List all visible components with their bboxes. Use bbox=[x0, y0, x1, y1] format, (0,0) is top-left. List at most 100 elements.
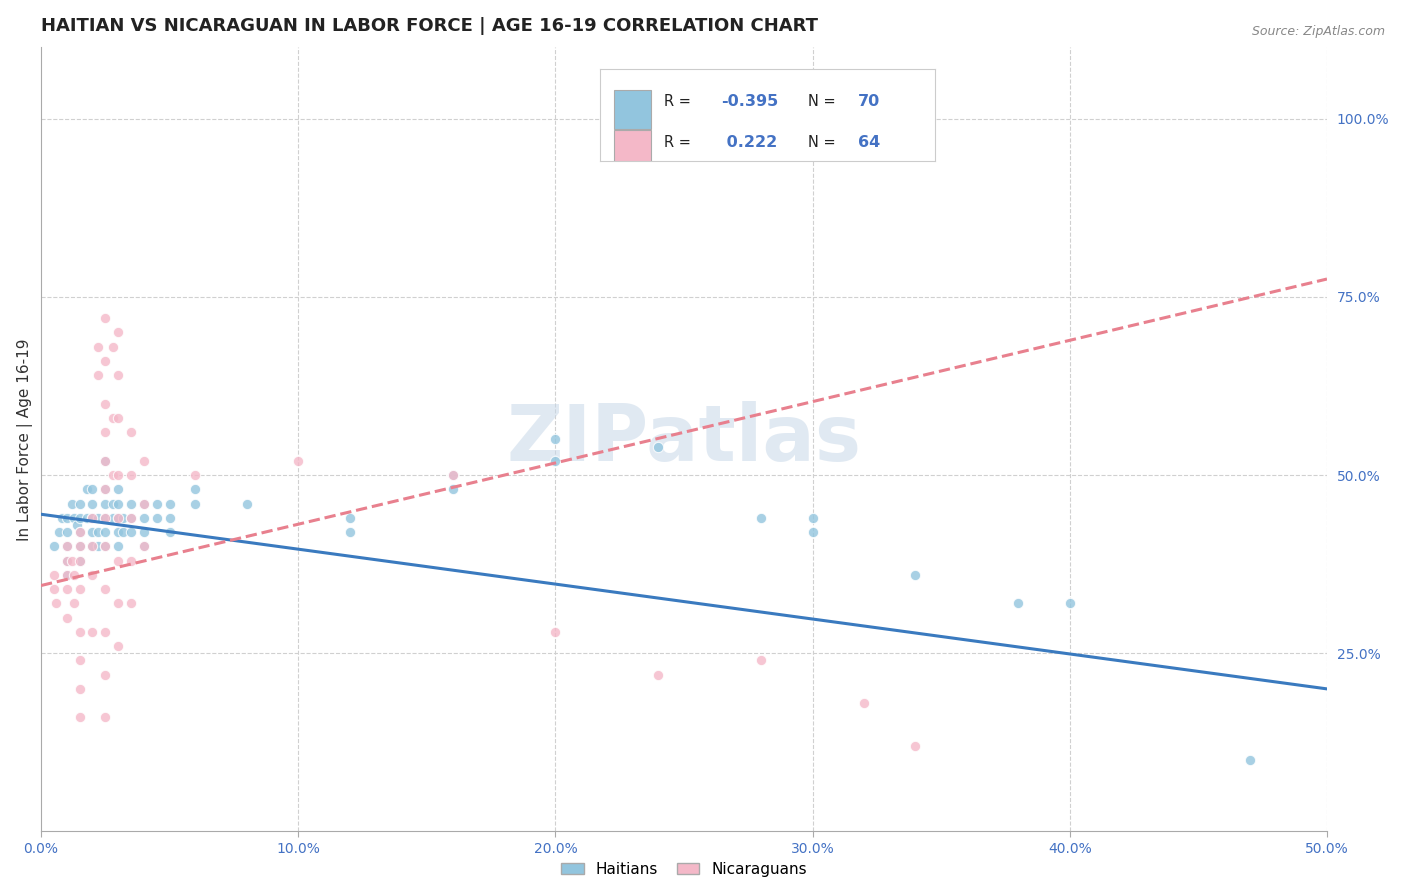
Haitians bbox=[48, 524, 70, 539]
Nicaraguans bbox=[107, 639, 129, 653]
Nicaraguans bbox=[120, 425, 142, 440]
Nicaraguans bbox=[55, 567, 77, 582]
Haitians bbox=[94, 511, 117, 525]
Haitians bbox=[107, 524, 129, 539]
Haitians bbox=[69, 511, 91, 525]
Haitians bbox=[1239, 753, 1261, 767]
Nicaraguans bbox=[94, 582, 117, 596]
Haitians bbox=[132, 539, 155, 553]
Haitians bbox=[107, 483, 129, 497]
Nicaraguans bbox=[749, 653, 772, 667]
Haitians bbox=[184, 483, 207, 497]
Nicaraguans bbox=[120, 596, 142, 610]
Nicaraguans bbox=[55, 582, 77, 596]
Y-axis label: In Labor Force | Age 16-19: In Labor Force | Age 16-19 bbox=[17, 338, 32, 541]
Haitians bbox=[441, 483, 464, 497]
Haitians bbox=[801, 511, 824, 525]
Nicaraguans bbox=[853, 696, 876, 710]
Haitians bbox=[107, 539, 129, 553]
Haitians bbox=[76, 511, 98, 525]
Nicaraguans bbox=[441, 468, 464, 483]
Nicaraguans bbox=[60, 553, 83, 567]
Nicaraguans bbox=[69, 681, 91, 696]
Nicaraguans bbox=[544, 624, 567, 639]
Haitians bbox=[159, 497, 181, 511]
Haitians bbox=[801, 524, 824, 539]
Nicaraguans bbox=[55, 553, 77, 567]
Haitians bbox=[86, 511, 108, 525]
Nicaraguans bbox=[82, 624, 104, 639]
Haitians bbox=[76, 483, 98, 497]
Haitians bbox=[441, 468, 464, 483]
Haitians bbox=[120, 511, 142, 525]
Haitians bbox=[69, 553, 91, 567]
Nicaraguans bbox=[69, 624, 91, 639]
Haitians bbox=[132, 511, 155, 525]
Haitians bbox=[749, 511, 772, 525]
Haitians bbox=[55, 524, 77, 539]
Nicaraguans bbox=[94, 539, 117, 553]
Haitians bbox=[120, 497, 142, 511]
Nicaraguans bbox=[86, 368, 108, 383]
Haitians bbox=[69, 524, 91, 539]
Nicaraguans bbox=[287, 454, 309, 468]
Haitians bbox=[55, 539, 77, 553]
Nicaraguans bbox=[42, 582, 65, 596]
Haitians bbox=[51, 511, 73, 525]
Nicaraguans bbox=[107, 596, 129, 610]
Nicaraguans bbox=[94, 667, 117, 681]
Haitians bbox=[86, 524, 108, 539]
Haitians bbox=[82, 497, 104, 511]
Haitians bbox=[339, 524, 361, 539]
Nicaraguans bbox=[94, 425, 117, 440]
Haitians bbox=[544, 433, 567, 447]
Nicaraguans bbox=[69, 539, 91, 553]
Nicaraguans bbox=[69, 710, 91, 724]
Text: HAITIAN VS NICARAGUAN IN LABOR FORCE | AGE 16-19 CORRELATION CHART: HAITIAN VS NICARAGUAN IN LABOR FORCE | A… bbox=[41, 17, 818, 35]
Haitians bbox=[107, 511, 129, 525]
Haitians bbox=[647, 440, 669, 454]
Nicaraguans bbox=[94, 624, 117, 639]
Nicaraguans bbox=[184, 468, 207, 483]
Haitians bbox=[112, 524, 135, 539]
Nicaraguans bbox=[132, 497, 155, 511]
Nicaraguans bbox=[55, 539, 77, 553]
Haitians bbox=[120, 524, 142, 539]
Nicaraguans bbox=[101, 468, 124, 483]
Haitians bbox=[1059, 596, 1081, 610]
Nicaraguans bbox=[107, 368, 129, 383]
Haitians bbox=[184, 497, 207, 511]
Haitians bbox=[94, 497, 117, 511]
Haitians bbox=[339, 511, 361, 525]
Nicaraguans bbox=[82, 539, 104, 553]
Haitians bbox=[101, 497, 124, 511]
Nicaraguans bbox=[647, 667, 669, 681]
Haitians bbox=[86, 539, 108, 553]
Nicaraguans bbox=[45, 596, 67, 610]
Haitians bbox=[544, 454, 567, 468]
Haitians bbox=[82, 524, 104, 539]
Haitians bbox=[69, 539, 91, 553]
Nicaraguans bbox=[63, 567, 86, 582]
Text: ZIPatlas: ZIPatlas bbox=[506, 401, 862, 477]
Nicaraguans bbox=[69, 582, 91, 596]
Nicaraguans bbox=[107, 553, 129, 567]
Haitians bbox=[63, 511, 86, 525]
Nicaraguans bbox=[107, 326, 129, 340]
Haitians bbox=[132, 497, 155, 511]
Nicaraguans bbox=[63, 596, 86, 610]
Nicaraguans bbox=[132, 454, 155, 468]
Haitians bbox=[159, 524, 181, 539]
Haitians bbox=[94, 483, 117, 497]
Haitians bbox=[82, 539, 104, 553]
Nicaraguans bbox=[107, 511, 129, 525]
Haitians bbox=[101, 511, 124, 525]
Haitians bbox=[66, 517, 89, 532]
Nicaraguans bbox=[120, 511, 142, 525]
Legend: Haitians, Nicaraguans: Haitians, Nicaraguans bbox=[554, 855, 814, 882]
Nicaraguans bbox=[107, 468, 129, 483]
Nicaraguans bbox=[94, 454, 117, 468]
Text: Source: ZipAtlas.com: Source: ZipAtlas.com bbox=[1251, 25, 1385, 38]
Haitians bbox=[69, 497, 91, 511]
Haitians bbox=[904, 567, 927, 582]
